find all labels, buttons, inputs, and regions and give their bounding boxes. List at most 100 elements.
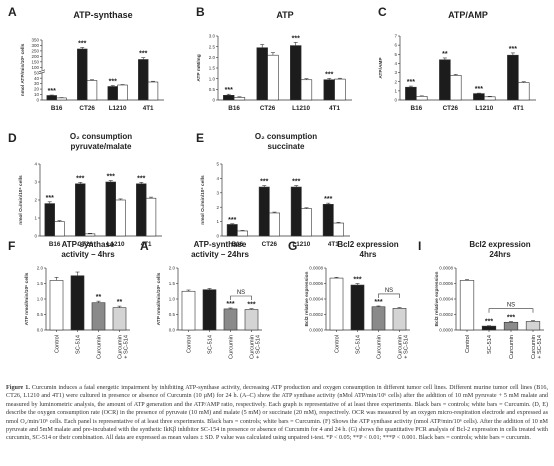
ns-bracket — [230, 295, 252, 300]
ns-label: NS — [507, 303, 515, 309]
y-tick-label: 1 — [34, 216, 37, 221]
bar-curcumin — [267, 54, 279, 101]
bar-control — [226, 224, 238, 237]
y-tick-label: 3.0 — [209, 34, 216, 39]
chart-subtitle: pyruvate/malate — [71, 142, 132, 151]
x-tick-label: L1210 — [107, 241, 125, 248]
y-axis-title: nmol O₂/min/10⁶ cells — [18, 175, 24, 225]
bar-control — [136, 183, 147, 237]
bar-control — [181, 290, 196, 331]
x-tick-label: SC-514 — [208, 335, 214, 354]
significance-marker: *** — [247, 302, 255, 309]
y-tick-label: 40 — [34, 76, 40, 81]
x-tick-label: Control — [55, 335, 61, 353]
y-tick-label: 250 — [31, 49, 39, 54]
chart-title: ATP — [276, 10, 293, 20]
bar-sc-514 — [70, 275, 85, 331]
y-tick-label: 1.5 — [37, 281, 44, 286]
y-tick-label: 4 — [216, 176, 219, 181]
bar-control — [322, 204, 334, 237]
y-tick-label: 1 — [394, 88, 397, 93]
y-tick-label: 1.5 — [169, 281, 176, 286]
y-tick-label: 0.5 — [169, 312, 176, 317]
bar-curcumin — [233, 97, 246, 101]
bar-control — [473, 93, 485, 101]
x-tick-label: Control — [187, 335, 193, 353]
significance-marker: *** — [225, 87, 233, 94]
bar-curcumin — [333, 222, 344, 237]
y-tick-label: 4 — [394, 61, 397, 66]
bar-curcumin — [416, 96, 428, 101]
y-tick-label: 0.0 — [169, 328, 176, 333]
chart-title: Bcl2 expression — [337, 240, 398, 249]
bar-sc-514 — [202, 289, 217, 331]
bar-curcumin — [300, 79, 313, 101]
y-tick-label: 2.0 — [169, 266, 176, 271]
x-tick-label: CT26 — [260, 105, 276, 112]
chart-subtitle: activity – 24hrs — [191, 250, 249, 259]
x-tick-label: 4T1 — [329, 105, 340, 112]
bar-control — [329, 277, 344, 331]
y-tick-label: 0.0006 — [309, 281, 323, 286]
bar-curcumin — [450, 75, 462, 101]
y-tick-label: 0.0000 — [439, 328, 453, 333]
chart-subtitle: 4hrs — [360, 250, 377, 259]
y-axis-title: ATP nmol/min/10⁶ cells — [24, 272, 30, 325]
significance-marker: ** — [96, 294, 102, 301]
y-axis-title: ATP nmol/min/10⁶ cells — [156, 272, 162, 325]
y-tick-label: 2.5 — [209, 44, 216, 49]
x-tick-label: Control — [465, 335, 471, 353]
y-tick-label: 0.0002 — [309, 312, 323, 317]
y-tick-label: 2 — [394, 79, 397, 84]
x-tick-label: L1210 — [475, 105, 493, 112]
significance-marker: *** — [76, 175, 84, 182]
x-tick-label: B16 — [232, 241, 244, 248]
ns-bracket — [378, 293, 400, 298]
panel-label: I — [418, 239, 421, 253]
y-tick-label: 0.0002 — [439, 312, 453, 317]
y-tick-label: 300 — [31, 43, 39, 48]
ns-label: NS — [385, 288, 393, 294]
significance-marker: ** — [117, 299, 123, 306]
chart-subtitle: activity – 4hrs — [61, 250, 115, 259]
panel-label: D — [8, 131, 17, 145]
x-tick-label: Curcumin+ SC-514 — [398, 335, 410, 359]
y-tick-label: 350 — [31, 38, 39, 43]
bar-curcumin — [86, 80, 98, 101]
x-tick-label: L1210 — [292, 105, 310, 112]
significance-marker: *** — [324, 196, 332, 203]
y-tick-label: 0 — [34, 234, 37, 239]
x-tick-label: CT26 — [77, 241, 93, 248]
bar-curcumin — [147, 81, 159, 101]
y-tick-label: 0.0 — [37, 328, 44, 333]
chart-title: ATP-synthase — [73, 10, 132, 20]
bar-control — [105, 181, 116, 237]
bar-sc-514 — [481, 325, 497, 331]
significance-marker: *** — [109, 79, 117, 86]
y-tick-label: 5 — [394, 52, 397, 57]
x-tick-label: 4T1 — [141, 241, 152, 248]
bar-control — [323, 79, 335, 101]
y-tick-label: 1.0 — [209, 76, 216, 81]
bar-control — [256, 47, 268, 101]
y-tick-label: 0 — [394, 98, 397, 103]
bar-curcumin — [54, 221, 65, 237]
bar-control — [223, 95, 235, 101]
y-axis-title: Bcl2 relative expression — [304, 271, 310, 326]
significance-marker: *** — [325, 71, 333, 78]
panel-label: A — [140, 239, 149, 253]
chart-atp: B ATP ATP mM/mg 0 0.5 1.0 1.5 2.0 2.5 3.0 *** B16 CT… — [196, 5, 352, 112]
bar-curcumin — [56, 97, 67, 101]
bar-control — [44, 203, 55, 237]
x-tick-label: B16 — [411, 105, 423, 112]
bar-control — [290, 45, 302, 101]
chart-subtitle: 24hrs — [489, 250, 511, 259]
ns-label: NS — [237, 290, 245, 296]
significance-marker: *** — [228, 217, 236, 224]
panel-label: F — [8, 239, 15, 253]
x-tick-label: Curcumin — [377, 335, 383, 359]
y-tick-label: 3 — [394, 70, 397, 75]
bar-curcumin-sc-514 — [244, 309, 259, 331]
bar-control — [138, 59, 149, 101]
